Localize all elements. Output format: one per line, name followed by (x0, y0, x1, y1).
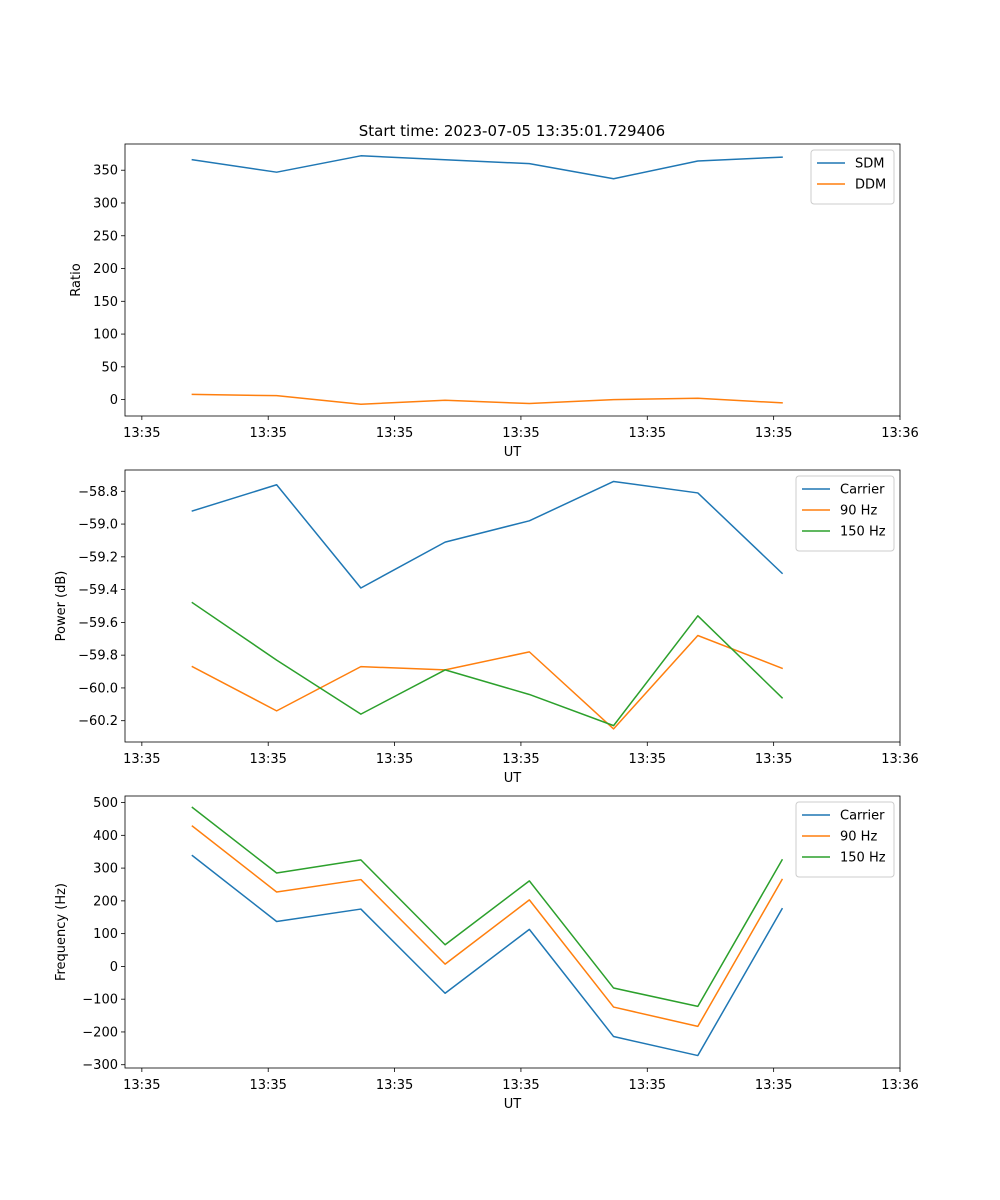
y-tick-label: 150 (93, 295, 118, 310)
y-tick-label: 400 (93, 829, 118, 844)
legend: SDM DDM (810, 149, 895, 205)
y-tick-label: 350 (93, 164, 118, 179)
y-axis: −300 −200 −100 0 100 200 300 400 500 Frequency (H… (54, 796, 125, 1073)
legend: Carrier 90 Hz 150 Hz (795, 801, 895, 878)
x-tick-label: 13:35 (249, 752, 286, 767)
y-tick-label: −300 (82, 1058, 118, 1073)
y-tick-label: −58.8 (78, 485, 118, 500)
axes-frame (124, 795, 901, 1069)
series-line-150-hz (191, 601, 784, 727)
y-axis-label: Frequency (Hz) (54, 883, 69, 981)
x-tick-label: 13:36 (881, 1078, 918, 1093)
y-tick-label: −59.4 (78, 583, 118, 598)
y-tick-label: −59.6 (78, 616, 118, 631)
legend-box (795, 801, 895, 878)
y-axis: 0 50 100 150 200 250 300 350 Ratio (69, 164, 125, 408)
y-axis-label: Power (dB) (54, 571, 69, 642)
x-tick-label: 13:35 (629, 426, 666, 441)
subplot-2: 13:35 13:35 13:35 13:35 13:35 13:35 13:36 UT −60… (54, 469, 919, 786)
x-tick-label: 13:35 (629, 752, 666, 767)
y-tick-label: 100 (93, 328, 118, 343)
x-tick-label: 13:35 (502, 752, 539, 767)
x-tick-label: 13:35 (502, 426, 539, 441)
x-tick-label: 13:35 (249, 426, 286, 441)
x-tick-label: 13:35 (629, 1078, 666, 1093)
x-tick-label: 13:36 (881, 426, 918, 441)
x-tick-label: 13:35 (249, 1078, 286, 1093)
y-tick-label: 50 (101, 360, 118, 375)
y-tick-label: 250 (93, 229, 118, 244)
series-line-sdm (191, 155, 783, 180)
series-line-carrier (191, 480, 784, 589)
x-axis: 13:35 13:35 13:35 13:35 13:35 13:35 13:36 UT (123, 742, 919, 786)
x-axis: 13:35 13:35 13:35 13:35 13:35 13:35 13:36 UT (123, 416, 919, 460)
y-tick-label: −59.8 (78, 649, 118, 664)
x-tick-label: 13:35 (755, 426, 792, 441)
subplot-1: 13:35 13:35 13:35 13:35 13:35 13:35 13:36 UT 0 50… (69, 143, 919, 460)
x-axis-label: UT (504, 771, 522, 786)
x-axis-label: UT (504, 445, 522, 460)
x-tick-label: 13:35 (376, 426, 413, 441)
legend-label: 150 Hz (840, 851, 886, 866)
y-tick-label: 500 (93, 796, 118, 811)
x-tick-label: 13:36 (881, 752, 918, 767)
x-tick-label: 13:35 (755, 752, 792, 767)
series-line-90-hz (191, 634, 784, 730)
y-tick-label: 300 (93, 862, 118, 877)
legend-label: Carrier (840, 483, 885, 498)
series-line-90-hz (191, 825, 784, 1028)
series-line-carrier (191, 854, 784, 1057)
x-tick-label: 13:35 (376, 752, 413, 767)
y-tick-label: −59.2 (78, 550, 118, 565)
y-axis-label: Ratio (69, 263, 84, 296)
y-tick-label: 0 (110, 960, 118, 975)
y-tick-label: 200 (93, 894, 118, 909)
legend: Carrier 90 Hz 150 Hz (795, 475, 895, 552)
y-tick-label: −200 (82, 1025, 118, 1040)
y-tick-label: −60.0 (78, 681, 118, 696)
legend-label: 150 Hz (840, 525, 886, 540)
x-tick-label: 13:35 (123, 426, 160, 441)
legend-box (795, 475, 895, 552)
x-tick-label: 13:35 (123, 752, 160, 767)
series-line-150-hz (191, 806, 784, 1008)
axes-frame (124, 143, 901, 417)
legend-label: Carrier (840, 809, 885, 824)
x-axis: 13:35 13:35 13:35 13:35 13:35 13:35 13:36 UT (123, 1068, 919, 1112)
x-tick-label: 13:35 (123, 1078, 160, 1093)
legend-label: 90 Hz (840, 504, 877, 519)
series-lines (191, 155, 783, 405)
y-tick-label: 300 (93, 196, 118, 211)
x-axis-label: UT (504, 1097, 522, 1112)
x-tick-label: 13:35 (502, 1078, 539, 1093)
y-axis: −60.2 −60.0 −59.8 −59.6 −59.4 −59.2 −59.0 −58.8… (54, 485, 125, 729)
x-tick-label: 13:35 (376, 1078, 413, 1093)
series-lines (191, 480, 784, 730)
y-tick-label: 0 (110, 393, 118, 408)
legend-label: DDM (855, 178, 886, 193)
y-tick-label: 100 (93, 927, 118, 942)
chart-title: Start time: 2023-07-05 13:35:01.729406 (359, 122, 665, 140)
y-tick-label: −100 (82, 993, 118, 1008)
axes-frame (124, 469, 901, 743)
y-tick-label: −60.2 (78, 714, 118, 729)
legend-label: 90 Hz (840, 830, 877, 845)
x-tick-label: 13:35 (755, 1078, 792, 1093)
series-lines (191, 806, 784, 1057)
legend-label: SDM (855, 157, 884, 172)
y-tick-label: 200 (93, 262, 118, 277)
y-tick-label: −59.0 (78, 518, 118, 533)
series-line-ddm (191, 393, 783, 405)
subplots: 13:35 13:35 13:35 13:35 13:35 13:35 13:36 UT 0 50… (54, 143, 919, 1112)
subplot-3: 13:35 13:35 13:35 13:35 13:35 13:35 13:36 UT −30… (54, 795, 919, 1112)
